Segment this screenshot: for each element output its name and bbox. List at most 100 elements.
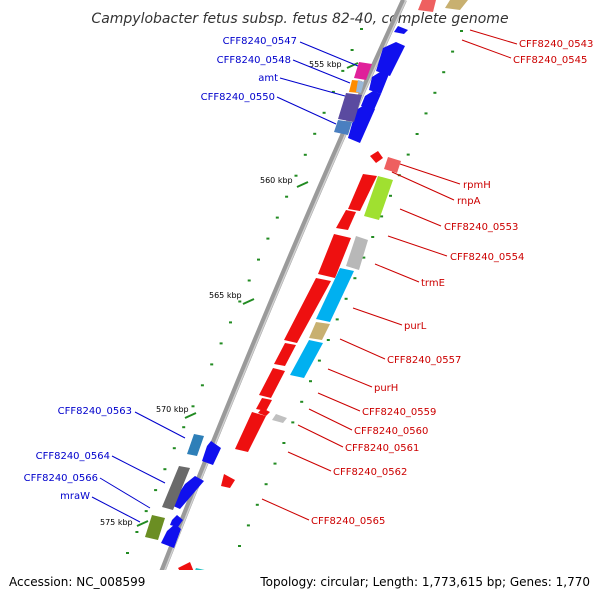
gene-label[interactable]: CFF8240_0554	[450, 252, 524, 263]
gene-label[interactable]: rpmH	[463, 180, 491, 191]
tick-dot	[326, 339, 330, 341]
gene-label[interactable]: CFF8240_0561	[345, 443, 419, 454]
kbp-label-555: 555 kbp	[309, 60, 342, 69]
tick-dot	[144, 510, 148, 513]
tick-dot	[126, 552, 129, 554]
tick-dot	[257, 258, 260, 261]
gene-label[interactable]: CFF8240_0545	[513, 55, 587, 66]
gene-label[interactable]: CFF8240_0543	[519, 39, 593, 50]
tick-dot	[210, 363, 214, 366]
leader-lines-right	[261, 29, 518, 521]
gene-label[interactable]: CFF8240_0566	[24, 473, 98, 484]
tick-dot	[163, 468, 167, 471]
top-partial-features	[394, 0, 468, 34]
gene-label[interactable]: CFF8240_0563	[58, 406, 132, 417]
tick-dot	[273, 462, 277, 465]
tick-dot	[303, 153, 307, 156]
gene-arrow-rpmH	[370, 151, 383, 163]
reverse-domain-boxes	[272, 157, 401, 423]
gene-arrow-0559[interactable]	[256, 398, 272, 411]
gene-label[interactable]: CFF8240_0564	[36, 451, 110, 462]
gene-label[interactable]: trmE	[421, 278, 445, 289]
gene-label[interactable]: CFF8240_0565	[311, 516, 385, 527]
tick-dot	[371, 236, 375, 238]
gene-arrow-0547[interactable]	[376, 42, 405, 76]
tick-dot	[285, 195, 289, 198]
tick-dot	[451, 50, 455, 53]
tick-dot	[442, 71, 446, 74]
gene-label[interactable]: rnpA	[457, 196, 481, 207]
gene-label[interactable]: CFF8240_0547	[223, 36, 297, 47]
tick-dot	[291, 421, 295, 424]
tick-dot	[266, 237, 270, 240]
gene-arrow-purH[interactable]	[259, 368, 285, 398]
tick-dot	[380, 215, 384, 218]
gene-arrow-mraW[interactable]	[170, 515, 183, 527]
topology-text: Topology: circular; Length: 1,773,615 bp…	[259, 575, 590, 589]
forward-strand-genes	[161, 42, 405, 548]
gene-label[interactable]: purL	[404, 321, 427, 332]
tick-dot	[415, 133, 419, 135]
tick-dot	[264, 483, 268, 486]
tick-dot	[247, 279, 251, 282]
map-title: Campylobacter fetus subsp. fetus 82-40, …	[91, 11, 508, 27]
tick-dot	[135, 531, 139, 533]
gene-labels-right: CFF8240_0543 CFF8240_0545 rpmH rnpA CFF8…	[311, 39, 593, 527]
gene-arrow-trmE[interactable]	[318, 234, 351, 278]
tick-dot	[172, 447, 176, 450]
gene-arrow-0566[interactable]	[161, 524, 181, 548]
reverse-strand-genes[interactable]	[221, 151, 383, 488]
gene-arrow-0561[interactable]	[235, 412, 266, 452]
gene-arrow-0550[interactable]	[348, 104, 375, 143]
gene-arrow-0548[interactable]	[369, 72, 389, 94]
tick-dot	[317, 359, 321, 362]
gene-arrow-0563[interactable]	[202, 441, 221, 465]
gene-label[interactable]: mraW	[60, 491, 90, 502]
tick-dot	[460, 30, 463, 32]
tick-dot	[360, 28, 363, 30]
tick-dot	[154, 489, 158, 492]
kbp-label-560: 560 kbp	[260, 176, 293, 185]
gene-label[interactable]: CFF8240_0560	[354, 426, 428, 437]
gene-label[interactable]: purH	[374, 383, 398, 394]
tick-dot	[238, 300, 242, 303]
tick-dot	[335, 318, 339, 321]
tick-dot	[294, 174, 298, 177]
tick-dot	[331, 90, 335, 93]
gene-label[interactable]: CFF8240_0548	[217, 55, 291, 66]
tick-dot	[362, 256, 366, 259]
gene-label[interactable]: CFF8240_0559	[362, 407, 436, 418]
forward-domain-boxes	[145, 62, 372, 540]
tick-dot	[389, 194, 392, 197]
gene-label[interactable]: CFF8240_0550	[201, 92, 275, 103]
tick-dot	[200, 384, 204, 387]
kbp-label-565: 565 kbp	[209, 291, 242, 300]
genome-backbone	[148, 0, 407, 600]
gene-arrow-0562[interactable]	[258, 408, 270, 416]
kbp-label-570: 570 kbp	[156, 405, 189, 414]
tick-dot	[341, 69, 345, 72]
gene-label[interactable]: CFF8240_0553	[444, 222, 518, 233]
kbp-label-575: 575 kbp	[100, 518, 133, 527]
gene-label[interactable]: CFF8240_0562	[333, 467, 407, 478]
tick-dot	[406, 153, 410, 156]
gene-arrow-0554[interactable]	[336, 210, 356, 230]
tick-dot	[238, 545, 241, 547]
gene-arrow-0553[interactable]	[348, 174, 377, 211]
tick-dot	[353, 277, 357, 280]
tick-dot	[229, 321, 232, 324]
leader-lines-left	[91, 41, 359, 523]
gene-labels-left: CFF8240_0547 CFF8240_0548 amt CFF8240_05…	[24, 36, 297, 502]
gene-label[interactable]: amt	[258, 73, 278, 84]
gene-arrow-purL[interactable]	[284, 278, 331, 343]
gene-arrow-0565[interactable]	[221, 474, 235, 488]
gene-label[interactable]: CFF8240_0557	[387, 355, 461, 366]
gene-arrow-0564[interactable]	[171, 476, 204, 509]
kbp-scale: 555 kbp 560 kbp 565 kbp 570 kbp 575 kbp	[100, 60, 359, 527]
tick-dot	[255, 503, 259, 506]
gene-arrow-0557[interactable]	[274, 343, 296, 366]
tick-dot	[191, 405, 195, 408]
tick-dot	[322, 111, 326, 114]
tick-dot	[282, 442, 286, 444]
